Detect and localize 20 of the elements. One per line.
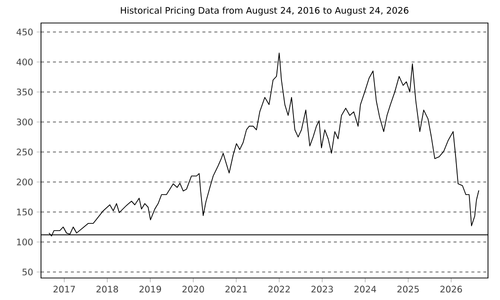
x-tick-label: 2024 bbox=[354, 286, 376, 293]
x-tick-label: 2020 bbox=[182, 286, 204, 293]
y-tick-label: 150 bbox=[17, 208, 33, 216]
x-tick-label: 2023 bbox=[311, 286, 333, 293]
x-tick-label: 2025 bbox=[397, 286, 419, 293]
y-tick-label: 100 bbox=[17, 238, 33, 246]
y-tick-label: 200 bbox=[16, 178, 33, 186]
y-tick-label: 300 bbox=[16, 118, 33, 126]
x-tick-label: 2021 bbox=[225, 286, 247, 293]
x-tick-label: 2026 bbox=[440, 286, 462, 293]
y-tick-label: 350 bbox=[16, 88, 33, 96]
x-tick-label: 2018 bbox=[96, 286, 118, 293]
y-tick-label: 250 bbox=[16, 148, 33, 156]
chart-title: Historical Pricing Data from August 24, 2016 to August 24, 2026 bbox=[120, 6, 408, 16]
x-tick-label: 2017 bbox=[54, 286, 75, 293]
y-tick-label: 50 bbox=[22, 268, 33, 276]
y-tick-label: 400 bbox=[16, 58, 33, 66]
x-tick-label: 2022 bbox=[268, 286, 290, 293]
x-tick-label: 2019 bbox=[139, 286, 162, 293]
y-tick-label: 450 bbox=[16, 28, 33, 36]
